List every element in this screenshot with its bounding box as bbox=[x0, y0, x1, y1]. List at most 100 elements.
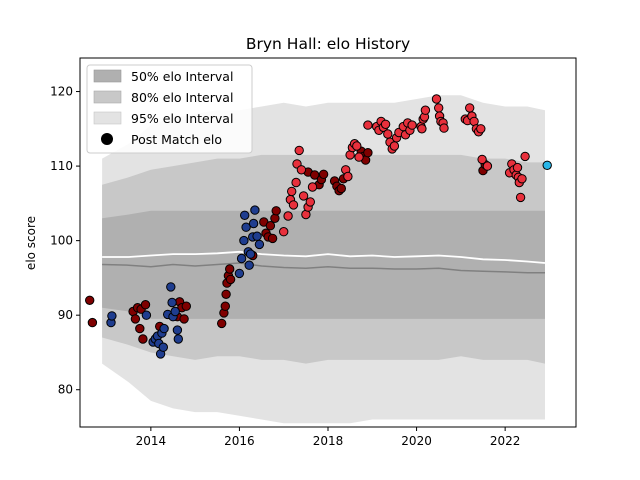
legend-label-point: Post Match elo bbox=[131, 132, 222, 147]
legend-label-50: 50% elo Interval bbox=[131, 69, 233, 84]
x-tick-label: 2020 bbox=[401, 434, 432, 448]
data-point-mid bbox=[221, 289, 231, 299]
data-point-mid bbox=[217, 318, 227, 329]
chart-title: Bryn Hall: elo History bbox=[246, 35, 410, 53]
data-point-mid bbox=[270, 213, 280, 224]
mean-line bbox=[102, 250, 546, 264]
data-point-high bbox=[512, 162, 523, 173]
data-point-high bbox=[383, 129, 393, 139]
data-point-low bbox=[240, 210, 250, 221]
data-point-low bbox=[141, 310, 152, 320]
data-point-high bbox=[389, 141, 400, 151]
data-point-high bbox=[307, 182, 318, 192]
data-point-mid bbox=[220, 301, 231, 311]
data-point-low bbox=[241, 222, 251, 232]
data-point-high bbox=[482, 161, 493, 171]
legend-swatch-50 bbox=[93, 69, 122, 83]
data-point-low bbox=[236, 253, 247, 264]
median-line bbox=[102, 262, 545, 274]
x-tick-label: 2018 bbox=[313, 434, 344, 448]
data-point-mid bbox=[336, 183, 346, 194]
data-point-mid bbox=[138, 334, 148, 344]
legend-box bbox=[86, 64, 253, 154]
data-point-mid bbox=[181, 301, 192, 311]
data-point-mid bbox=[179, 314, 189, 324]
data-point-high bbox=[407, 120, 417, 130]
data-point-mid bbox=[318, 169, 329, 180]
trend-lines bbox=[102, 250, 546, 274]
data-point-low bbox=[250, 205, 260, 215]
x-tick-label: 2014 bbox=[136, 434, 167, 448]
data-point-low bbox=[244, 260, 254, 270]
data-point-low bbox=[167, 297, 177, 308]
data-point-high bbox=[465, 103, 475, 113]
y-tick-label: 120 bbox=[50, 85, 73, 99]
y-axis: 80 90 100 110 120 bbox=[50, 85, 80, 397]
data-point-low bbox=[159, 323, 169, 334]
data-point-mid bbox=[135, 323, 145, 334]
legend-swatch-95 bbox=[93, 111, 122, 125]
match-points bbox=[85, 94, 552, 359]
data-point-high bbox=[294, 145, 304, 156]
data-point-high bbox=[477, 154, 487, 165]
x-tick-label: 2016 bbox=[224, 434, 255, 448]
data-point-mid bbox=[87, 317, 98, 328]
data-point-current bbox=[542, 160, 552, 171]
data-point-high bbox=[291, 177, 301, 188]
data-point-high bbox=[363, 120, 373, 130]
y-tick-label: 90 bbox=[58, 308, 73, 322]
band-50 bbox=[102, 210, 545, 319]
data-point-high bbox=[439, 123, 449, 133]
data-point-high bbox=[298, 191, 309, 201]
data-point-mid bbox=[363, 148, 373, 158]
data-point-high bbox=[279, 227, 289, 237]
data-point-high bbox=[287, 186, 297, 197]
data-point-mid bbox=[85, 295, 95, 305]
legend-marker-point bbox=[101, 133, 113, 145]
x-axis: 2014 2016 2018 2020 2022 bbox=[136, 427, 521, 448]
data-point-high bbox=[431, 94, 442, 104]
data-point-high bbox=[343, 171, 353, 182]
y-tick-label: 100 bbox=[50, 234, 73, 248]
data-point-mid bbox=[225, 274, 236, 285]
y-tick-label: 110 bbox=[50, 159, 73, 173]
data-point-high bbox=[296, 165, 307, 175]
data-point-high bbox=[515, 192, 526, 203]
data-point-mid bbox=[267, 233, 278, 244]
data-point-low bbox=[254, 239, 265, 250]
data-point-low bbox=[166, 282, 176, 292]
data-point-high bbox=[434, 103, 444, 113]
data-point-low bbox=[245, 249, 256, 259]
data-point-low bbox=[170, 306, 180, 317]
data-point-low bbox=[158, 342, 169, 352]
data-point-high bbox=[305, 197, 315, 207]
data-point-mid bbox=[310, 170, 320, 180]
data-point-low bbox=[173, 334, 184, 344]
data-point-low bbox=[172, 325, 183, 335]
data-point-high bbox=[417, 124, 427, 134]
data-point-mid bbox=[271, 206, 281, 216]
data-point-high bbox=[420, 105, 431, 115]
data-point-high bbox=[380, 119, 391, 130]
legend-label-80: 80% elo Interval bbox=[131, 90, 233, 105]
data-point-high bbox=[476, 124, 486, 134]
data-point-mid bbox=[225, 264, 235, 274]
y-tick-label: 80 bbox=[58, 383, 73, 397]
data-point-low bbox=[248, 218, 259, 229]
legend-swatch-80 bbox=[93, 90, 122, 104]
data-point-high bbox=[352, 141, 362, 151]
data-point-high bbox=[517, 174, 527, 184]
data-point-mid bbox=[265, 221, 276, 231]
data-point-high bbox=[288, 200, 299, 210]
data-point-mid bbox=[140, 300, 151, 310]
data-point-high bbox=[283, 211, 293, 221]
data-point-high bbox=[354, 152, 364, 162]
legend: 50% elo Interval 80% elo Interval 95% el… bbox=[86, 64, 253, 154]
data-point-low bbox=[234, 268, 245, 279]
data-point-high bbox=[520, 151, 530, 162]
data-point-low bbox=[252, 231, 262, 241]
interval-bands bbox=[102, 95, 545, 424]
x-tick-label: 2022 bbox=[490, 434, 521, 448]
data-point-low bbox=[107, 311, 117, 321]
